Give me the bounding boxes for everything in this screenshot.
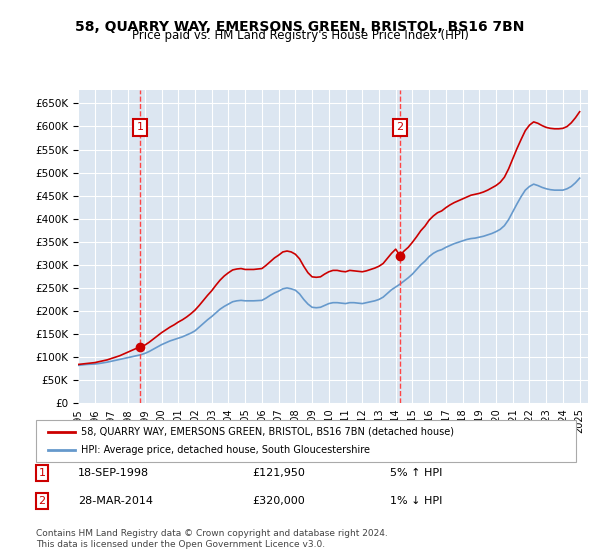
Text: 1: 1 [137,122,144,132]
Text: £121,950: £121,950 [252,468,305,478]
Text: 58, QUARRY WAY, EMERSONS GREEN, BRISTOL, BS16 7BN (detached house): 58, QUARRY WAY, EMERSONS GREEN, BRISTOL,… [81,427,454,437]
Text: £320,000: £320,000 [252,496,305,506]
Text: 2: 2 [38,496,46,506]
Text: HPI: Average price, detached house, South Gloucestershire: HPI: Average price, detached house, Sout… [81,445,370,455]
Text: 18-SEP-1998: 18-SEP-1998 [78,468,149,478]
Text: 58, QUARRY WAY, EMERSONS GREEN, BRISTOL, BS16 7BN: 58, QUARRY WAY, EMERSONS GREEN, BRISTOL,… [76,20,524,34]
Text: Price paid vs. HM Land Registry's House Price Index (HPI): Price paid vs. HM Land Registry's House … [131,29,469,42]
Text: Contains HM Land Registry data © Crown copyright and database right 2024.: Contains HM Land Registry data © Crown c… [36,529,388,538]
Text: This data is licensed under the Open Government Licence v3.0.: This data is licensed under the Open Gov… [36,540,325,549]
Text: 28-MAR-2014: 28-MAR-2014 [78,496,153,506]
Text: 2: 2 [396,122,403,132]
Text: 5% ↑ HPI: 5% ↑ HPI [390,468,442,478]
Text: 1% ↓ HPI: 1% ↓ HPI [390,496,442,506]
Text: 1: 1 [38,468,46,478]
